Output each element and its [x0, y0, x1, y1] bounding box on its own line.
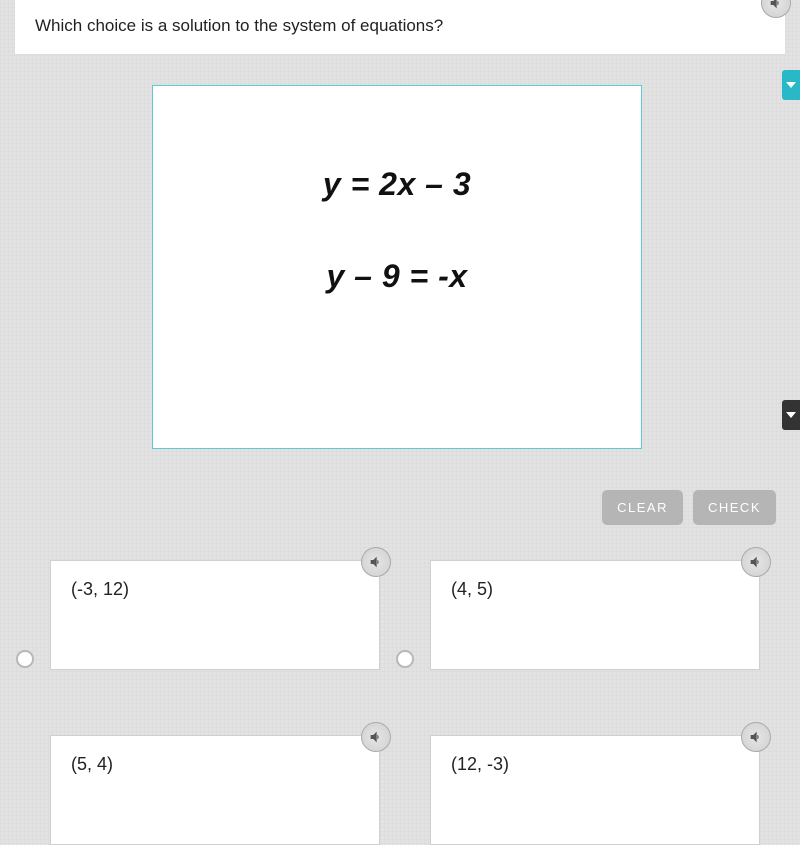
choice-label: (-3, 12)	[71, 579, 129, 599]
choice-label: (4, 5)	[451, 579, 493, 599]
action-button-row: CLEAR CHECK	[602, 490, 776, 525]
speaker-icon[interactable]	[741, 547, 771, 577]
choice-card[interactable]: (-3, 12)	[50, 560, 380, 670]
speaker-icon[interactable]	[361, 722, 391, 752]
choice-card[interactable]: (12, -3)	[430, 735, 760, 845]
choice-radio[interactable]	[396, 650, 414, 668]
choice-label: (12, -3)	[451, 754, 509, 774]
choice-radio[interactable]	[16, 650, 34, 668]
chevron-down-icon	[786, 82, 796, 88]
equation-2: y – 9 = -x	[326, 258, 467, 295]
choice-card[interactable]: (5, 4)	[50, 735, 380, 845]
equation-panel: y = 2x – 3 y – 9 = -x	[152, 85, 642, 449]
speaker-icon[interactable]	[361, 547, 391, 577]
check-button[interactable]: CHECK	[693, 490, 776, 525]
side-tab-2[interactable]	[782, 400, 800, 430]
choice-label: (5, 4)	[71, 754, 113, 774]
chevron-down-icon	[786, 412, 796, 418]
question-text: Which choice is a solution to the system…	[35, 16, 443, 35]
choice-card[interactable]: (4, 5)	[430, 560, 760, 670]
speaker-icon[interactable]	[741, 722, 771, 752]
equation-1: y = 2x – 3	[323, 166, 471, 203]
clear-button[interactable]: CLEAR	[602, 490, 683, 525]
speaker-icon[interactable]	[761, 0, 791, 18]
question-bar: Which choice is a solution to the system…	[14, 0, 786, 55]
side-tab-1[interactable]	[782, 70, 800, 100]
